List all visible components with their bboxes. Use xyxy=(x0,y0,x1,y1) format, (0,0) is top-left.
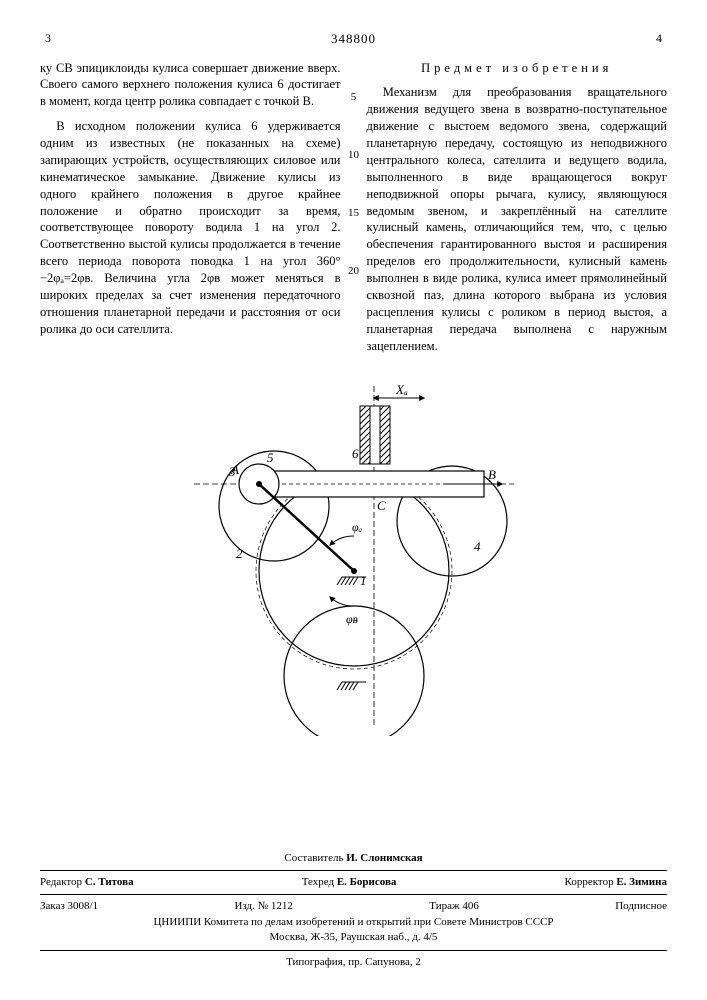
page: 3 4 348800 5 10 15 20 ку CB эпициклоиды … xyxy=(0,0,707,1000)
edition-number: Изд. № 1212 xyxy=(234,899,292,914)
editor-name: С. Титова xyxy=(85,876,134,888)
line-number: 15 xyxy=(348,206,359,221)
editor-label: Редактор xyxy=(40,876,82,888)
organization: ЦНИИПИ Комитета по делам изобретений и о… xyxy=(40,915,667,930)
compiler-label: Составитель xyxy=(284,852,343,864)
line-number: 20 xyxy=(348,264,359,279)
right-column: Предмет изобретения Механизм для преобра… xyxy=(367,60,668,363)
paragraph: В исходном положении кулиса 6 удерживает… xyxy=(40,118,341,337)
svg-text:6: 6 xyxy=(352,446,359,461)
svg-text:2: 2 xyxy=(236,546,243,561)
line-number: 10 xyxy=(348,148,359,163)
address: Москва, Ж-35, Раушская наб., д. 4/5 xyxy=(40,930,667,945)
svg-text:C: C xyxy=(377,498,386,513)
line-number: 5 xyxy=(351,90,357,105)
svg-text:φₐ: φₐ xyxy=(352,520,363,534)
subscription: Подписное xyxy=(615,899,667,914)
paragraph: ку CB эпициклоиды кулиса совершает движе… xyxy=(40,60,341,111)
svg-text:B: B xyxy=(488,467,496,482)
left-page-number: 3 xyxy=(45,30,51,46)
mechanism-diagram: XₐABC123456φₐφᴃ xyxy=(174,376,534,736)
subject-heading: Предмет изобретения xyxy=(367,60,668,77)
svg-text:1: 1 xyxy=(360,573,367,588)
figure: XₐABC123456φₐφᴃ xyxy=(40,376,667,741)
tech-label: Техред xyxy=(302,876,334,888)
svg-text:Xₐ: Xₐ xyxy=(395,382,408,397)
compiler-name: И. Слонимская xyxy=(346,852,422,864)
svg-text:5: 5 xyxy=(267,450,274,465)
order-number: Заказ 3008/1 xyxy=(40,899,98,914)
paragraph: Механизм для преобразования вращательног… xyxy=(367,84,668,354)
corrector-label: Корректор xyxy=(565,876,614,888)
left-column: ку CB эпициклоиды кулиса совершает движе… xyxy=(40,60,341,363)
document-number: 348800 xyxy=(40,30,667,48)
tech-name: Е. Борисова xyxy=(337,876,397,888)
corrector-name: Е. Зимина xyxy=(616,876,667,888)
typography: Типография, пр. Сапунова, 2 xyxy=(40,955,667,970)
right-page-number: 4 xyxy=(656,30,662,46)
print-run: Тираж 406 xyxy=(429,899,479,914)
footer: Составитель И. Слонимская Редактор С. Ти… xyxy=(40,851,667,970)
svg-text:4: 4 xyxy=(474,539,481,554)
svg-text:φᴃ: φᴃ xyxy=(346,612,359,626)
svg-text:3: 3 xyxy=(228,464,236,479)
